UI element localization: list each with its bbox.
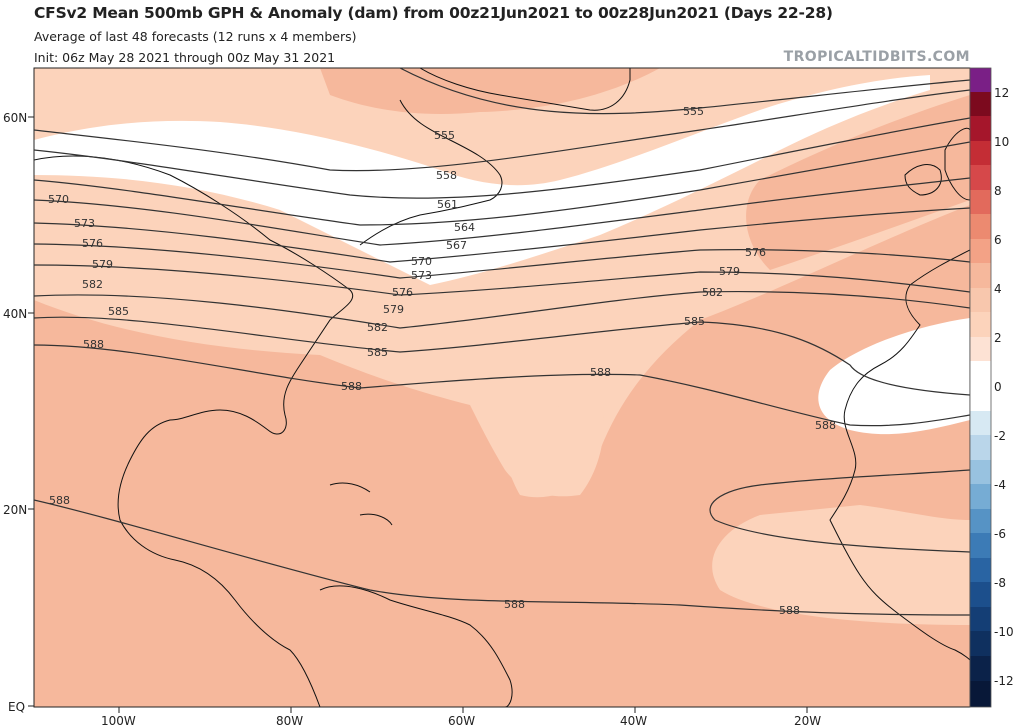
- contour-label: 588: [49, 494, 70, 507]
- latitude-labels: 60N 40N 20N EQ: [3, 111, 34, 714]
- contour-labels: 555 555 558 561 564 567 570 570 573 573 …: [48, 105, 836, 617]
- map-subtitle-init: Init: 06z May 28 2021 through 00z May 31…: [34, 50, 336, 65]
- colorbar-swatch: [970, 165, 991, 190]
- contour-label: 579: [719, 265, 740, 278]
- lon-label: 100W: [101, 714, 136, 727]
- contour-label: 573: [411, 269, 432, 282]
- colorbar-swatch: [970, 656, 991, 681]
- lat-label: EQ: [8, 700, 25, 714]
- colorbar-swatch: [970, 190, 991, 214]
- lon-label: 20W: [794, 714, 821, 727]
- contour-label: 555: [434, 129, 455, 142]
- contour-label: 564: [454, 221, 475, 234]
- colorbar-tick: -10: [994, 625, 1014, 639]
- colorbar-tick: -2: [994, 429, 1006, 443]
- colorbar-swatch: [970, 533, 991, 558]
- colorbar-tick: -4: [994, 478, 1006, 492]
- colorbar-swatch: [970, 361, 991, 411]
- contour-label: 570: [411, 255, 432, 268]
- contour-label: 582: [702, 286, 723, 299]
- anomaly-region-moderate-east: [746, 95, 970, 270]
- contour-label: 567: [446, 239, 467, 252]
- contour-label: 579: [92, 258, 113, 271]
- lat-label: 40N: [3, 307, 27, 321]
- contour-label: 585: [684, 315, 705, 328]
- colorbar-swatch: [970, 312, 991, 337]
- contour-label: 555: [683, 105, 704, 118]
- contour-label: 585: [367, 346, 388, 359]
- contour-label: 561: [437, 198, 458, 211]
- brand-watermark: TROPICALTIDBITS.COM: [783, 49, 970, 65]
- colorbar-swatch: [970, 411, 991, 435]
- colorbar-tick: 10: [994, 135, 1009, 149]
- colorbar-tick: 8: [994, 184, 1002, 198]
- lat-label: 60N: [3, 111, 27, 125]
- colorbar-swatch: [970, 607, 991, 631]
- map-title: CFSv2 Mean 500mb GPH & Anomaly (dam) fro…: [34, 4, 833, 22]
- contour-label: 588: [341, 380, 362, 393]
- colorbar-swatch: [970, 484, 991, 509]
- colorbar: 12 10 8 6 4 2 0 -2 -4 -6 -8 -10 -12: [969, 67, 1014, 708]
- lat-label: 20N: [3, 503, 27, 517]
- colorbar-tick: -6: [994, 527, 1006, 541]
- colorbar-swatch: [970, 214, 991, 239]
- lon-label: 60W: [448, 714, 475, 727]
- colorbar-swatch: [970, 92, 991, 116]
- contour-label: 576: [82, 237, 103, 250]
- colorbar-swatch: [970, 460, 991, 484]
- colorbar-tick: 0: [994, 380, 1002, 394]
- lon-label: 80W: [276, 714, 303, 727]
- colorbar-swatch: [970, 263, 991, 288]
- colorbar-tick: 2: [994, 331, 1002, 345]
- colorbar-tick: 6: [994, 233, 1002, 247]
- colorbar-swatch: [970, 141, 991, 165]
- colorbar-swatch: [970, 116, 991, 141]
- contour-label: 558: [436, 169, 457, 182]
- colorbar-swatch: [970, 558, 991, 582]
- colorbar-tick: 4: [994, 282, 1002, 296]
- height-contours: [34, 68, 970, 616]
- contour-label: 588: [504, 598, 525, 611]
- coastlines: [34, 68, 970, 707]
- anomaly-neutral-band: [34, 75, 930, 285]
- colorbar-swatch: [970, 337, 991, 361]
- contour-label: 588: [83, 338, 104, 351]
- colorbar-swatch: [970, 68, 991, 92]
- contour-label: 582: [367, 321, 388, 334]
- colorbar-tick: -12: [994, 674, 1014, 688]
- contour-label: 588: [590, 366, 611, 379]
- contour-label: 588: [815, 419, 836, 432]
- colorbar-swatch: [970, 435, 991, 460]
- anomaly-neutral-iberia: [818, 318, 970, 435]
- colorbar-tick: 12: [994, 86, 1009, 100]
- colorbar-swatch: [970, 582, 991, 607]
- colorbar-tick: -8: [994, 576, 1006, 590]
- colorbar-swatch: [970, 509, 991, 533]
- contour-label: 576: [745, 246, 766, 259]
- longitude-labels: 100W 80W 60W 40W 20W: [101, 707, 821, 727]
- lon-label: 40W: [620, 714, 647, 727]
- map-subtitle-forecasts: Average of last 48 forecasts (12 runs x …: [34, 29, 357, 44]
- contour-label: 570: [48, 193, 69, 206]
- contour-label: 573: [74, 217, 95, 230]
- contour-label: 588: [779, 604, 800, 617]
- colorbar-swatch: [970, 631, 991, 656]
- colorbar-swatch: [970, 288, 991, 312]
- contour-label: 582: [82, 278, 103, 291]
- anomaly-region-moderate-north: [320, 68, 660, 115]
- colorbar-swatch: [970, 681, 991, 707]
- colorbar-swatch: [970, 239, 991, 263]
- contour-label: 579: [383, 303, 404, 316]
- contour-label: 585: [108, 305, 129, 318]
- contour-label: 576: [392, 286, 413, 299]
- anomaly-region-weak-central: [470, 390, 604, 497]
